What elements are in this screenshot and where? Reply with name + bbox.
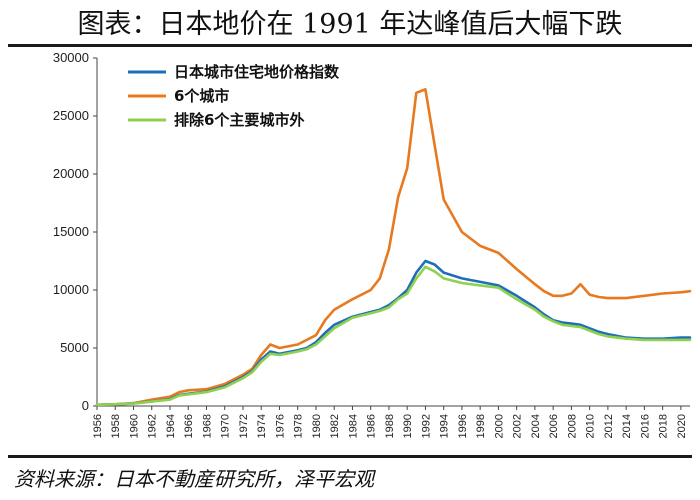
- source-note: 资料来源：日本不動産研究所，泽平宏观: [14, 467, 374, 491]
- x-tick-label: 2006: [548, 414, 560, 438]
- x-tick-label: 1978: [293, 414, 305, 438]
- x-tick-label: 1986: [366, 414, 378, 438]
- x-tick-label: 1980: [311, 414, 323, 438]
- x-tick-label: 1960: [128, 414, 140, 438]
- legend-label: 6个城市: [174, 87, 229, 105]
- chart-title: 图表：日本地价在 1991 年达峰值后大幅下跌: [77, 9, 623, 40]
- x-tick-label: 1972: [238, 414, 250, 438]
- x-tick-label: 1984: [347, 414, 359, 438]
- x-tick-label: 1958: [110, 414, 122, 438]
- x-tick-label: 2016: [639, 414, 651, 438]
- y-tick-label: 5000: [60, 340, 89, 355]
- y-tick-label: 30000: [53, 50, 89, 65]
- x-tick-label: 2018: [658, 414, 670, 438]
- x-tick-label: 2012: [603, 414, 615, 438]
- x-tick-label: 1982: [329, 414, 341, 438]
- x-tick-label: 1970: [220, 414, 232, 438]
- x-axis-ticks: 1956 1958 1960 1962 1964 1966 1968 1970 1972 1974…: [92, 406, 688, 438]
- x-tick-label: 1966: [183, 414, 195, 438]
- legend-label: 排除6个主要城市外: [174, 111, 304, 129]
- series-line-1: [95, 88, 692, 407]
- series-line-0: [95, 259, 692, 407]
- x-tick-label: 1998: [475, 414, 487, 438]
- x-tick-label: 1974: [256, 414, 268, 438]
- x-tick-label: 2010: [585, 414, 597, 438]
- x-tick-label: 2004: [530, 414, 542, 438]
- x-tick-label: 1992: [420, 414, 432, 438]
- legend-label: 日本城市住宅地价格指数: [174, 63, 340, 81]
- x-tick-label: 2000: [493, 414, 505, 438]
- x-tick-label: 2020: [676, 414, 688, 438]
- x-tick-label: 2008: [566, 414, 578, 438]
- x-tick-label: 1988: [384, 414, 396, 438]
- x-tick-label: 1990: [402, 414, 414, 438]
- title-rule: [8, 44, 692, 47]
- y-axis-ticks: 0 5000 10000 15000 20000 25000 30000: [53, 50, 97, 413]
- y-tick-label: 20000: [53, 166, 89, 181]
- x-tick-label: 2002: [512, 414, 524, 438]
- series-line-2: [95, 265, 692, 407]
- x-tick-label: 2014: [621, 414, 633, 438]
- x-tick-label: 1968: [201, 414, 213, 438]
- x-tick-label: 1994: [439, 414, 451, 438]
- series-lines: [95, 88, 692, 407]
- y-tick-label: 15000: [53, 224, 89, 239]
- x-tick-label: 1964: [165, 414, 177, 438]
- y-tick-label: 0: [82, 398, 89, 413]
- x-tick-label: 1956: [92, 414, 104, 438]
- x-tick-label: 1976: [274, 414, 286, 438]
- x-tick-label: 1996: [457, 414, 469, 438]
- y-tick-label: 10000: [53, 282, 89, 297]
- source-rule: [8, 455, 692, 458]
- x-tick-label: 1962: [147, 414, 159, 438]
- y-tick-label: 25000: [53, 108, 89, 123]
